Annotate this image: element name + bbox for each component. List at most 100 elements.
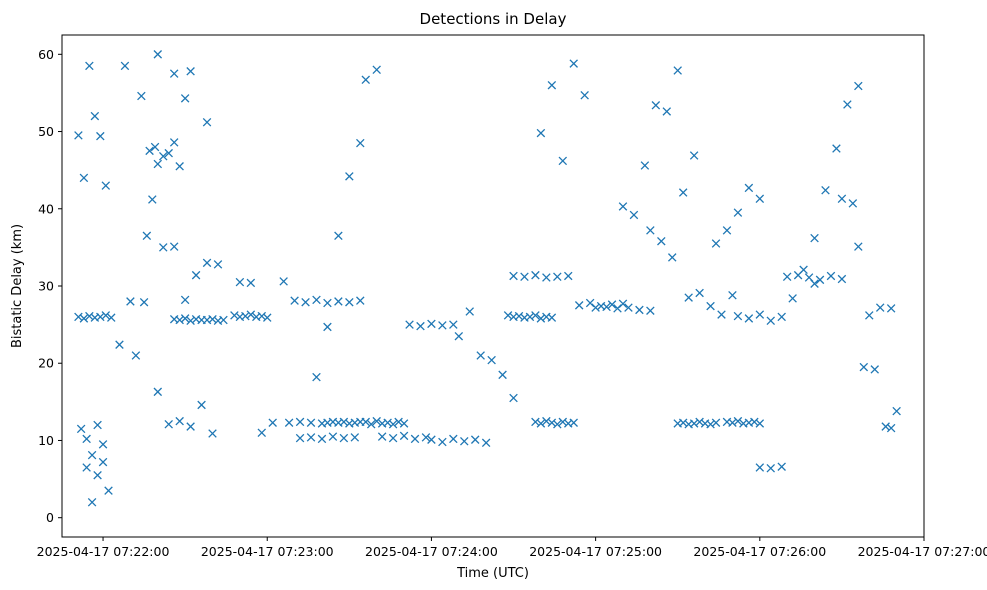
scatter-point bbox=[646, 226, 655, 235]
scatter-point bbox=[153, 50, 163, 59]
scatter-point bbox=[826, 271, 836, 281]
x-tick-label: 2025-04-17 07:26:00 bbox=[693, 544, 826, 559]
scatter-point bbox=[569, 59, 578, 68]
scatter-point bbox=[553, 419, 562, 429]
scatter-point bbox=[175, 315, 184, 325]
scatter-point bbox=[93, 470, 102, 480]
scatter-point bbox=[728, 291, 737, 300]
scatter-point bbox=[449, 320, 458, 329]
scatter-point bbox=[82, 434, 91, 444]
scatter-point bbox=[306, 418, 316, 427]
y-tick-label: 60 bbox=[38, 47, 54, 62]
scatter-point bbox=[750, 417, 759, 427]
scatter-point bbox=[706, 419, 715, 429]
scatter-point bbox=[624, 303, 633, 312]
scatter-point bbox=[744, 314, 754, 323]
scatter-point bbox=[531, 270, 540, 280]
scatter-point bbox=[312, 372, 321, 382]
scatter-point bbox=[755, 463, 765, 472]
scatter-point bbox=[388, 419, 398, 429]
scatter-point bbox=[74, 312, 83, 322]
scatter-point bbox=[98, 440, 108, 449]
x-axis-title: Time (UTC) bbox=[456, 566, 529, 581]
chart-title: Detections in Delay bbox=[420, 10, 567, 28]
scatter-point bbox=[563, 271, 573, 281]
scatter-point bbox=[262, 313, 272, 322]
scatter-point bbox=[558, 417, 568, 427]
scatter-point bbox=[865, 311, 874, 320]
scatter-point bbox=[180, 295, 190, 305]
scatter-point bbox=[131, 351, 141, 360]
scatter-point bbox=[158, 151, 168, 161]
scatter-point bbox=[870, 365, 880, 374]
scatter-point bbox=[339, 433, 349, 443]
scatter-point bbox=[197, 400, 206, 410]
scatter-point bbox=[115, 340, 124, 349]
scatter-point bbox=[85, 311, 94, 321]
scatter-point bbox=[399, 431, 409, 441]
scatter-point bbox=[164, 419, 173, 429]
scatter-point bbox=[892, 406, 901, 416]
scatter-point bbox=[98, 457, 108, 467]
scatter-point bbox=[366, 419, 376, 429]
scatter-point bbox=[306, 433, 316, 442]
scatter-point bbox=[514, 311, 524, 321]
scatter-point bbox=[79, 173, 89, 183]
scatter-point bbox=[635, 305, 644, 315]
scatter-point bbox=[410, 434, 420, 444]
scatter-point bbox=[684, 293, 693, 302]
scatter-point bbox=[695, 417, 704, 427]
scatter-point bbox=[651, 101, 661, 110]
scatter-point bbox=[405, 320, 414, 329]
scatter-point bbox=[93, 420, 102, 430]
scatter-point bbox=[547, 418, 557, 427]
scatter-point bbox=[230, 311, 239, 320]
scatter-point bbox=[476, 351, 485, 360]
scatter-point bbox=[76, 424, 86, 434]
scatter-point bbox=[82, 463, 91, 472]
scatter-point bbox=[881, 422, 890, 431]
scatter-point bbox=[139, 297, 149, 307]
scatter-point bbox=[607, 300, 617, 309]
scatter-point bbox=[460, 436, 469, 446]
scatter-point bbox=[145, 146, 154, 156]
scatter-point bbox=[153, 159, 163, 169]
scatter-point bbox=[334, 297, 343, 306]
scatter-point bbox=[854, 81, 863, 91]
scatter-point bbox=[509, 271, 518, 281]
scatter-point bbox=[793, 270, 803, 280]
scatter-point bbox=[717, 310, 726, 319]
scatter-point bbox=[235, 277, 245, 287]
scatter-point bbox=[438, 437, 447, 447]
scatter-point bbox=[574, 301, 584, 310]
scatter-point bbox=[399, 419, 409, 428]
scatter-point bbox=[158, 243, 168, 252]
scatter-point bbox=[733, 416, 743, 426]
scatter-point bbox=[481, 438, 491, 448]
scatter-point bbox=[334, 231, 343, 241]
y-tick-label: 40 bbox=[38, 201, 54, 216]
scatter-point bbox=[646, 306, 655, 315]
scatter-point bbox=[175, 162, 184, 171]
scatter-point bbox=[202, 118, 212, 127]
scatter-point bbox=[547, 80, 557, 90]
scatter-point bbox=[312, 295, 321, 305]
scatter-point bbox=[449, 434, 458, 444]
scatter-point bbox=[175, 416, 184, 426]
y-tick-label: 0 bbox=[46, 510, 54, 525]
scatter-point bbox=[213, 260, 223, 269]
scatter-point bbox=[202, 258, 212, 268]
scatter-point bbox=[421, 433, 431, 442]
scatter-point bbox=[536, 419, 546, 428]
scatter-point bbox=[531, 417, 540, 427]
scatter-point bbox=[536, 128, 546, 138]
scatter-point bbox=[104, 486, 113, 495]
scatter-point bbox=[208, 314, 217, 324]
scatter-point bbox=[169, 138, 179, 147]
scatter-point bbox=[733, 311, 743, 321]
scatter-point bbox=[186, 67, 195, 76]
scatter-point bbox=[101, 181, 111, 190]
scatter-point bbox=[137, 91, 146, 101]
